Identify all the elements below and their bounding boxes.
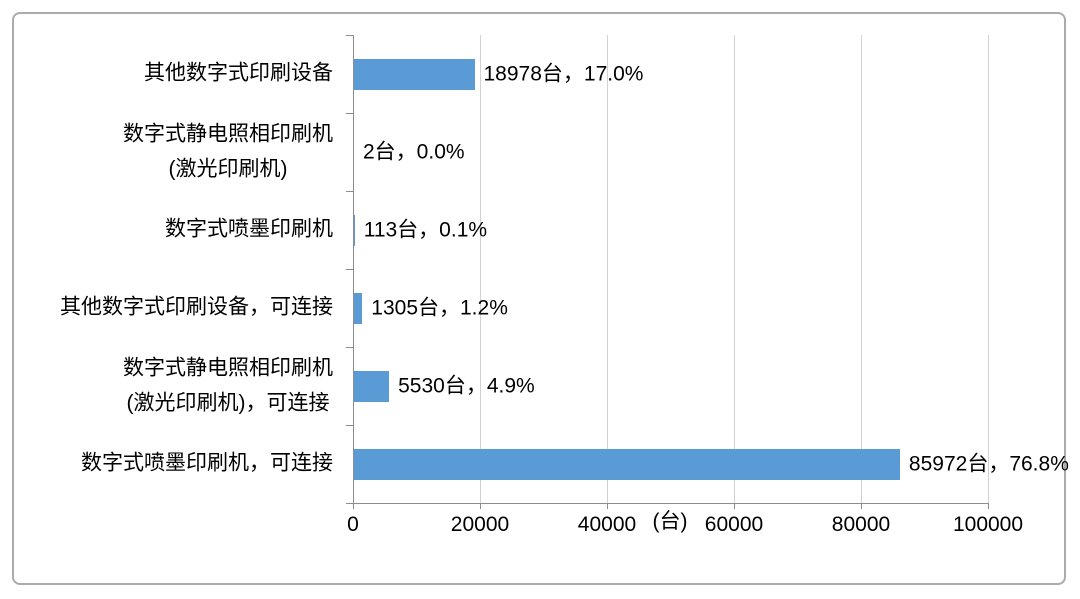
x-axis-tick bbox=[353, 503, 354, 509]
bar bbox=[354, 292, 363, 324]
category-label-line: 数字式喷墨印刷机 bbox=[165, 217, 333, 241]
category-label: 数字式喷墨印刷机，可连接 bbox=[81, 447, 333, 482]
bar-value-label: 18978台，17.0% bbox=[483, 62, 644, 86]
bar-value-label: 113台，0.1% bbox=[363, 218, 488, 242]
x-axis-tick bbox=[988, 503, 989, 509]
bar bbox=[354, 214, 355, 246]
x-axis-tick bbox=[734, 503, 735, 509]
category-label-line: 数字式喷墨印刷机，可连接 bbox=[81, 451, 333, 475]
y-axis-line bbox=[353, 35, 354, 503]
bar-value-label: 2台，0.0% bbox=[363, 140, 465, 164]
bar bbox=[354, 370, 390, 402]
y-axis-tick bbox=[346, 113, 353, 114]
y-axis-tick bbox=[346, 35, 353, 36]
category-label: 数字式静电照相印刷机 (激光印刷机)，可连接 bbox=[123, 351, 333, 420]
category-label-line: (激光印刷机)，可连接 bbox=[126, 391, 330, 414]
x-axis-tick bbox=[607, 503, 608, 509]
x-tick-label: 80000 bbox=[831, 513, 891, 536]
x-tick-label: 20000 bbox=[450, 513, 510, 536]
category-label-line: 其他数字式印刷设备，可连接 bbox=[60, 295, 333, 319]
category-label-line: (激光印刷机) bbox=[168, 157, 288, 180]
x-axis-title: (台) bbox=[652, 510, 688, 533]
y-axis-tick bbox=[346, 269, 353, 270]
category-label-line: 数字式静电照相印刷机 bbox=[123, 122, 333, 146]
y-axis-tick bbox=[346, 347, 353, 348]
x-tick-label: 60000 bbox=[704, 513, 764, 536]
x-tick-label: 0 bbox=[347, 513, 359, 536]
gridline bbox=[607, 35, 608, 503]
x-axis-line bbox=[353, 503, 988, 504]
gridline bbox=[734, 35, 735, 503]
bar-value-label: 85972台，76.8% bbox=[908, 452, 1069, 476]
plot-area: 18978台，17.0% 2台，0.0% 113台，0.1% 1305台，1.2% 55… bbox=[346, 35, 1069, 535]
y-axis-tick bbox=[346, 425, 353, 426]
gridline bbox=[861, 35, 862, 503]
x-tick-label: 100000 bbox=[952, 513, 1024, 536]
y-axis-tick bbox=[346, 503, 353, 504]
category-label: 其他数字式印刷设备，可连接 bbox=[60, 291, 333, 326]
chart-figure-border bbox=[12, 12, 1066, 585]
category-label: 其他数字式印刷设备 bbox=[144, 57, 333, 92]
category-label: 数字式静电照相印刷机 (激光印刷机) bbox=[123, 117, 333, 186]
y-axis-tick bbox=[346, 191, 353, 192]
bar bbox=[354, 58, 475, 90]
category-label-line: 其他数字式印刷设备 bbox=[144, 61, 333, 85]
x-axis-tick bbox=[861, 503, 862, 509]
x-axis-tick bbox=[480, 503, 481, 509]
x-tick-label: 40000 bbox=[577, 513, 637, 536]
category-label-line: 数字式静电照相印刷机 bbox=[123, 356, 333, 380]
gridline bbox=[988, 35, 989, 503]
category-axis-labels: 其他数字式印刷设备数字式静电照相印刷机 (激光印刷机) 数字式喷墨印刷机其他数字式印… bbox=[0, 35, 343, 503]
bar bbox=[354, 448, 900, 480]
gridline bbox=[480, 35, 481, 503]
bar-value-label: 5530台，4.9% bbox=[398, 374, 535, 398]
category-label: 数字式喷墨印刷机 bbox=[165, 213, 333, 248]
bar-value-label: 1305台，1.2% bbox=[371, 296, 508, 320]
